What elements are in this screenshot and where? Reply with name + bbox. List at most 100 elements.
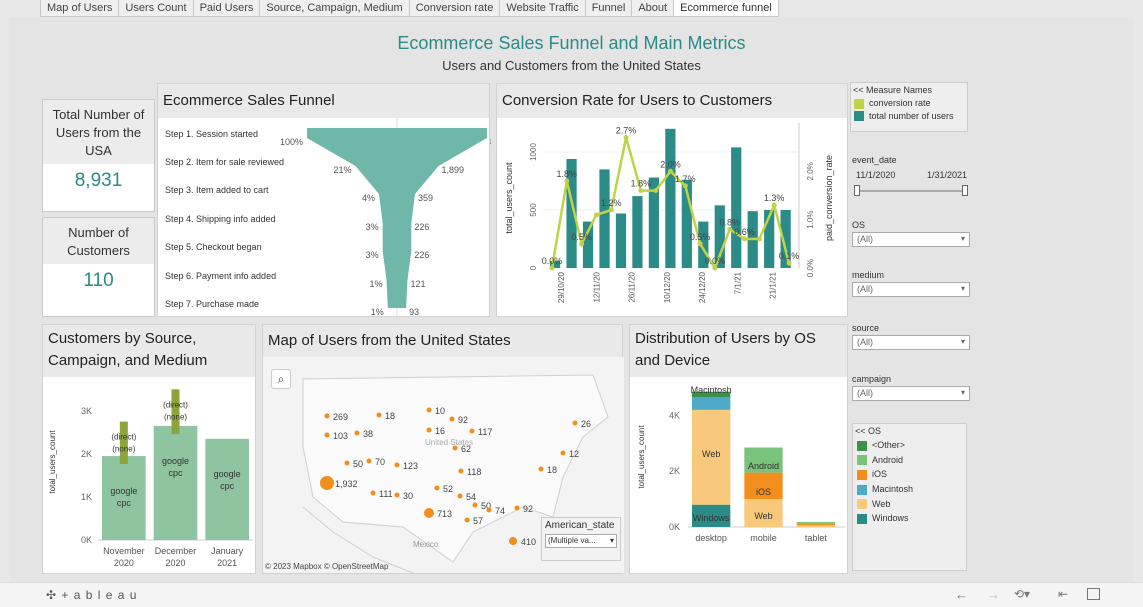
os-legend: << OS <Other> Android iOS Macintosh Web Windo… [852, 423, 967, 571]
legend-item-users[interactable]: total number of users [851, 110, 967, 123]
conversion-title: Conversion Rate for Users to Customers [497, 84, 847, 118]
google-cpc-label: google [214, 469, 241, 479]
os-legend-item[interactable]: Windows [853, 511, 966, 526]
state-count-label: 103 [333, 431, 348, 441]
os-segment [744, 499, 783, 527]
date-slider-end-handle[interactable] [962, 185, 968, 196]
conversion-point [564, 178, 570, 184]
device-label: mobile [750, 533, 777, 543]
measure-legend-title[interactable]: << Measure Names [853, 85, 933, 95]
date-slider-track[interactable] [856, 190, 966, 192]
x-tick-label: 29/10/20 [557, 271, 566, 303]
os-legend-swatch [857, 440, 867, 451]
map-search-button[interactable]: ⌕ [271, 369, 291, 389]
os-segment [796, 521, 835, 524]
state-marker [324, 432, 330, 438]
x-tick-label: 24/12/20 [698, 271, 707, 303]
y2-axis-title: paid_conversion_rate [824, 155, 834, 241]
conversion-point [593, 212, 599, 218]
os-segment-label: Windows [693, 513, 730, 523]
state-count-label: 70 [375, 457, 385, 467]
state-marker [449, 416, 455, 422]
first-page-icon: ⇤ [1058, 587, 1069, 601]
medium-filter-dropdown[interactable]: (All) ▾ [852, 282, 970, 297]
chevron-down-icon: ▾ [609, 536, 614, 545]
revert-button[interactable]: ⟲▾ [1014, 587, 1030, 601]
users-bar [714, 205, 725, 268]
users-bar [566, 158, 577, 268]
os-segment [692, 409, 731, 505]
state-count-label: 50 [481, 501, 491, 511]
y-tick-label: 1K [81, 492, 92, 502]
funnel-step-label: Step 6. Payment info added [165, 271, 276, 281]
chevron-down-icon: ▾ [960, 234, 965, 243]
funnel-step-count: 8,931 [490, 137, 491, 147]
os-filter-value: (All) [857, 234, 873, 244]
fullscreen-button[interactable] [1087, 588, 1100, 600]
funnel-chart: Step 1. Session started 100% 8,931 Step 2. … [165, 118, 491, 316]
os-legend-item[interactable]: iOS [853, 467, 966, 482]
tab-source-campaign-medium[interactable]: Source, Campaign, Medium [259, 0, 410, 17]
users-bar [681, 179, 692, 268]
os-legend-item[interactable]: Web [853, 497, 966, 512]
os-segment [744, 447, 783, 473]
conversion-point [727, 226, 733, 232]
y-tick-label: 3K [81, 406, 92, 416]
tab-users-count[interactable]: Users Count [118, 0, 194, 17]
x-tick-label: 10/12/20 [663, 271, 672, 303]
tableau-toolbar: ✣ + a b l e a u ← → ⟲▾ ⇤ [0, 582, 1143, 607]
tab-paid-users[interactable]: Paid Users [192, 0, 261, 17]
funnel-step-label: Step 5. Checkout began [165, 242, 262, 252]
state-count-label: 269 [333, 412, 348, 422]
campaign-filter-dropdown[interactable]: (All) ▾ [852, 386, 970, 401]
state-count-label: 16 [435, 426, 445, 436]
tab-ecommerce-funnel[interactable]: Ecommerce funnel [673, 0, 779, 17]
os-legend-item[interactable]: <Other> [853, 438, 966, 453]
os-legend-label: iOS [872, 469, 888, 480]
os-legend-item[interactable]: Android [853, 453, 966, 468]
state-marker [354, 430, 360, 436]
month-label: November [103, 546, 145, 556]
direct-label: (direct) [111, 433, 136, 442]
tab-website-traffic[interactable]: Website Traffic [499, 0, 586, 17]
os-legend-title[interactable]: << OS [855, 426, 882, 436]
state-marker [452, 445, 458, 451]
funnel-step-count: 93 [409, 307, 419, 316]
state-marker [320, 476, 334, 490]
os-legend-item[interactable]: Macintosh [853, 482, 966, 497]
undo-button[interactable]: ← [955, 587, 968, 602]
legend-item-conversion[interactable]: conversion rate [851, 97, 967, 110]
state-marker [366, 458, 372, 464]
state-count-label: 26 [581, 419, 591, 429]
state-marker [458, 468, 464, 474]
state-count-label: 92 [523, 504, 533, 514]
conversion-point [638, 188, 644, 194]
funnel-step-label: Step 7. Purchase made [165, 299, 259, 309]
os-panel: Distribution of Users by OS and Device t… [629, 324, 848, 574]
map-credit: © 2023 Mapbox © OpenStreetMap [265, 562, 389, 571]
dashboard: Ecommerce Sales Funnel and Main Metrics … [10, 17, 1133, 582]
state-filter-dropdown[interactable]: (Multiple va... ▾ [545, 534, 617, 548]
source-filter-dropdown[interactable]: (All) ▾ [852, 335, 970, 350]
state-marker [486, 507, 492, 513]
redo-button[interactable]: → [987, 587, 1000, 602]
tableau-logo: ✣ + a b l e a u [46, 588, 137, 602]
source-filter-label: source [852, 323, 880, 333]
search-icon: ⌕ [277, 372, 285, 386]
users-bar [615, 213, 627, 268]
date-slider-start-handle[interactable] [854, 185, 860, 196]
os-filter-dropdown[interactable]: (All) ▾ [852, 232, 970, 247]
source-chart: total_users_count 0K 1K 2K 3K google cpc Novemb… [48, 389, 253, 568]
back-to-start-button[interactable]: ⇤ [1058, 587, 1068, 601]
y-tick-label: 4K [669, 410, 680, 420]
tab-map-of-users[interactable]: Map of Users [40, 0, 120, 17]
tab-conversion-rate[interactable]: Conversion rate [408, 0, 501, 17]
device-label: desktop [695, 533, 727, 543]
state-count-label: 118 [467, 467, 481, 477]
google-cpc-label-2: cpc [117, 498, 132, 508]
y2-tick-label: 1.0% [806, 211, 815, 229]
tab-funnel[interactable]: Funnel [584, 0, 633, 17]
google-cpc-label: google [162, 456, 189, 466]
revert-icon: ⟲▾ [1014, 587, 1031, 601]
tab-about[interactable]: About [631, 0, 675, 17]
